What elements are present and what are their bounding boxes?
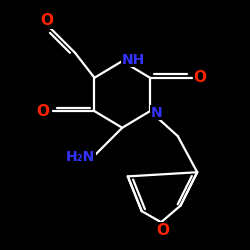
Text: O: O [156,223,169,238]
Text: O: O [194,70,206,85]
Text: O: O [41,13,54,28]
Text: H₂N: H₂N [66,150,95,164]
Text: NH: NH [122,53,145,67]
Text: O: O [36,104,50,118]
Text: N: N [151,106,163,120]
